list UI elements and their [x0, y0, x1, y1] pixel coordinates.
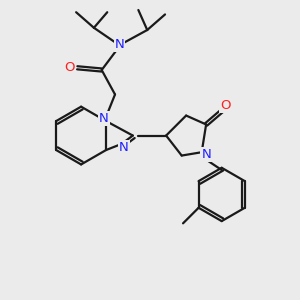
- Text: O: O: [220, 99, 230, 112]
- Text: N: N: [99, 112, 109, 125]
- Text: N: N: [115, 38, 124, 51]
- Text: O: O: [64, 61, 75, 74]
- Text: N: N: [201, 148, 211, 161]
- Text: N: N: [119, 141, 129, 154]
